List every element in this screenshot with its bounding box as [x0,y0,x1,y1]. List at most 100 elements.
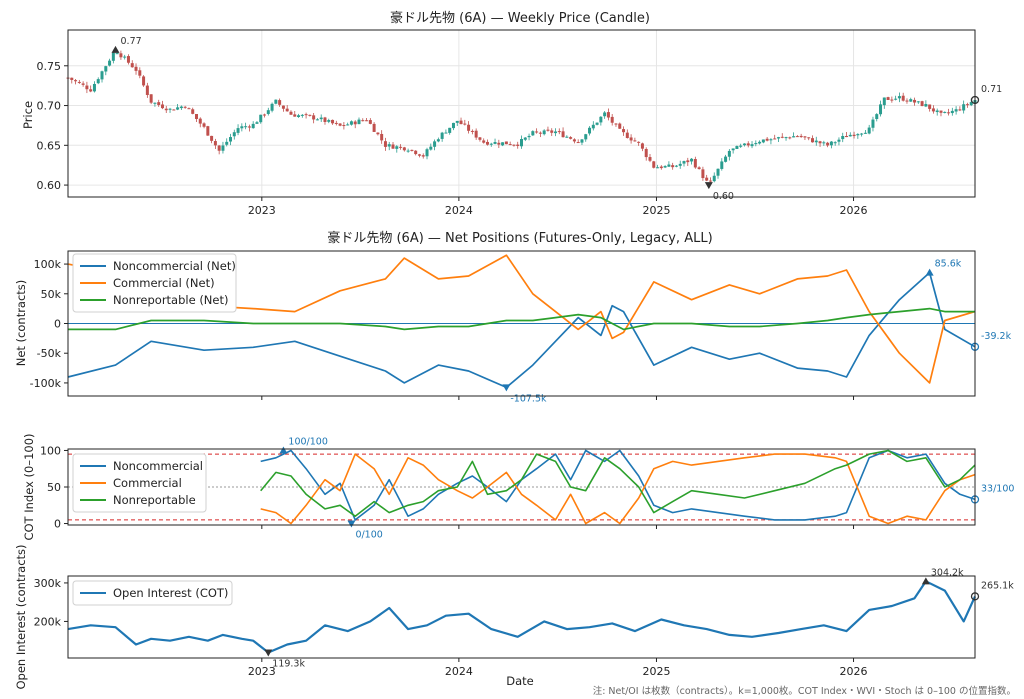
candle-body [194,113,198,120]
candle-body [191,109,195,114]
candle-body [474,130,478,138]
candle-body [754,143,758,145]
price-panel-title: 豪ドル先物 (6A) — Weekly Price (Candle) [390,10,650,26]
candle-body [776,137,780,139]
candle-body [512,144,516,146]
candle-body [901,95,905,101]
candle-body [331,119,335,124]
candle-body [111,52,115,61]
y-tick-label: 50k [41,288,62,301]
candle-body [546,129,550,131]
candle-body [879,104,883,115]
candle-body [451,122,455,129]
candle-body [96,79,100,84]
candle-body [334,122,338,124]
candle-body [202,123,206,127]
candle-body [448,127,452,133]
candle-body [497,142,501,145]
min-marker [502,384,511,392]
candle-body [244,126,248,128]
candle-body [85,85,89,90]
candle-body [164,108,168,111]
candle-body [232,132,236,137]
candle-body [739,145,743,147]
candle-body [561,131,565,138]
legend-label-commercial: Commercial [113,476,182,490]
candle-body [848,134,852,137]
net-y-axis-label: Net (contracts) [14,280,28,367]
candle-body [501,142,505,146]
candle-body [493,142,497,144]
oi-y-axis-label: Open Interest (contracts) [14,544,28,689]
min-marker [704,182,713,190]
candle-body [119,53,123,58]
candle-body [682,161,686,164]
candle-body [77,81,81,83]
candle-body [478,137,482,140]
price-candles [66,49,977,183]
candle-body [399,146,403,148]
candle-body [198,118,202,124]
x-tick-label: 2025 [642,204,670,217]
candle-body [74,80,78,82]
candle-body [837,139,841,142]
candle-body [315,119,319,121]
candle-body [89,89,93,92]
candle-body [168,108,172,110]
candle-body [485,141,489,145]
candle-body [640,143,644,149]
candle-body [576,142,580,144]
candle-body [338,123,342,126]
candle-body [625,132,629,139]
x-tick-label: 2025 [642,665,670,678]
candle-body [327,120,331,122]
candle-body [266,110,270,114]
candle-body [153,102,157,104]
candle-body [871,119,875,128]
y-tick-label: 0 [54,318,61,331]
candle-body [761,139,765,143]
candle-body [285,108,289,112]
series-line-nonreportable [260,449,976,517]
candle-body [376,132,380,135]
candle-body [947,112,951,114]
candle-body [395,146,399,149]
max-marker [921,577,930,585]
last-value-annotation: 0.71 [981,84,1002,95]
candle-body [130,63,134,68]
footnote: 注: Net/OI は枚数（contracts）。k=1,000枚。COT In… [593,685,1016,697]
y-tick-label: 0 [54,518,61,531]
candle-body [735,146,739,149]
candle-body [591,124,595,129]
candle-body [618,123,622,129]
series-line-commercial [260,453,976,525]
series-line-commercial-net [67,254,976,384]
candle-body [312,115,316,120]
series-line-noncommercial-net [67,271,976,389]
candle-body [421,155,425,157]
y-tick-label: 0.65 [37,139,62,152]
candle-body [686,160,690,163]
candle-body [969,102,973,106]
min-annotation: 119.3k [272,658,305,669]
candle-body [599,116,603,123]
x-tick-label: 2024 [445,665,473,678]
candle-body [270,103,274,111]
candle-body [905,100,909,102]
candle-body [554,131,558,134]
candle-body [720,161,724,169]
candle-body [746,143,750,146]
candle-body [444,132,448,134]
legend-label-noncommercial: Noncommercial [113,459,203,473]
candle-body [387,144,391,147]
series-line-open-interest-cot [67,580,977,654]
candle-body [860,133,864,135]
series-line-noncommercial [260,449,976,521]
candle-body [659,166,663,169]
candle-body [550,130,554,133]
candle-body [663,166,667,168]
candle-body [633,140,637,142]
candle-body [213,141,217,146]
candle-body [459,120,463,125]
candle-body [742,143,746,146]
